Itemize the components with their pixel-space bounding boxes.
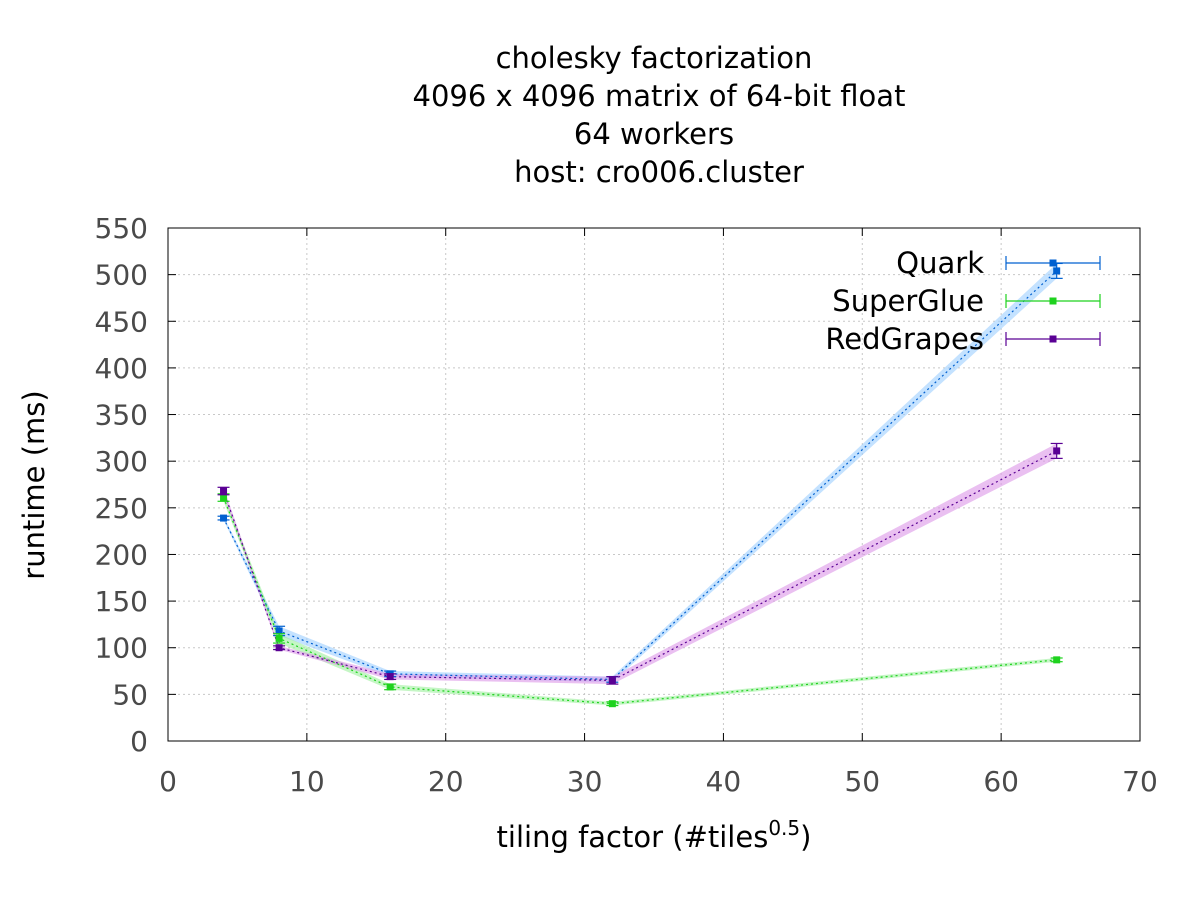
x-tick-label: 0: [159, 765, 177, 798]
data-point-superglue: [1053, 656, 1061, 664]
y-axis-label: runtime (ms): [17, 390, 51, 579]
y-tick-label: 550: [95, 212, 148, 245]
y-tick-label: 150: [95, 585, 148, 618]
data-point-quark: [275, 627, 283, 635]
y-tick-label: 50: [112, 678, 148, 711]
legend-marker-superglue: [1049, 297, 1057, 305]
x-axis-label-exponent: 0.5: [768, 816, 800, 840]
x-tick-label: 70: [1122, 765, 1158, 798]
data-point-redgrapes: [275, 644, 283, 652]
series-points: [217, 262, 1063, 708]
y-tick-label: 200: [95, 538, 148, 571]
data-point-redgrapes: [386, 673, 394, 681]
x-tick-label: 20: [428, 765, 464, 798]
y-tick-label: 400: [95, 352, 148, 385]
legend-marker-quark: [1049, 259, 1057, 267]
data-point-redgrapes: [608, 676, 616, 684]
x-tick-label: 30: [567, 765, 603, 798]
x-axis-label-suffix: ): [800, 820, 811, 854]
data-point-redgrapes: [220, 487, 228, 495]
axis-ticks: 0 10 20 30 40 50 60 70 0 50 100 150 200 250 300 350 400 4…: [95, 212, 1158, 798]
y-tick-label: 0: [130, 725, 148, 758]
data-point-quark: [220, 514, 228, 522]
chart-title: cholesky factorization 4096 x 4096 matri…: [413, 41, 906, 189]
title-line-4: host: cro006.cluster: [514, 155, 804, 189]
x-axis-label-main: tiling factor (#tiles: [497, 820, 769, 854]
legend-marker-redgrapes: [1049, 335, 1057, 343]
x-tick-label: 60: [983, 765, 1019, 798]
x-tick-label: 50: [844, 765, 880, 798]
y-tick-label: 500: [95, 259, 148, 292]
y-tick-label: 300: [95, 445, 148, 478]
x-tick-label: 40: [706, 765, 742, 798]
data-point-superglue: [275, 634, 283, 642]
series-line-superglue: [222, 497, 1057, 705]
series-band-quark: [223, 263, 1057, 683]
legend-label-superglue: SuperGlue: [832, 284, 984, 318]
title-line-3: 64 workers: [574, 117, 734, 151]
legend-label-redgrapes: RedGrapes: [825, 322, 984, 356]
y-tick-label: 250: [95, 492, 148, 525]
title-line-1: cholesky factorization: [496, 41, 813, 75]
title-line-2: 4096 x 4096 matrix of 64-bit float: [413, 79, 906, 113]
data-point-superglue: [386, 683, 394, 691]
series-band-superglue: [223, 493, 1057, 706]
error-bands: [223, 263, 1057, 706]
x-axis-label: tiling factor (#tiles0.5): [497, 816, 812, 854]
y-tick-label: 450: [95, 305, 148, 338]
y-tick-label: 100: [95, 632, 148, 665]
plot-frame: [167, 227, 1141, 742]
legend-label-quark: Quark: [896, 246, 984, 280]
data-point-superglue: [608, 700, 616, 708]
data-point-redgrapes: [1053, 447, 1061, 455]
legend: Quark SuperGlue RedGrapes: [825, 246, 1101, 356]
data-point-superglue: [220, 494, 228, 502]
y-tick-label: 350: [95, 399, 148, 432]
data-point-quark: [1053, 267, 1061, 275]
x-tick-label: 10: [289, 765, 325, 798]
series-line-redgrapes: [222, 450, 1057, 681]
